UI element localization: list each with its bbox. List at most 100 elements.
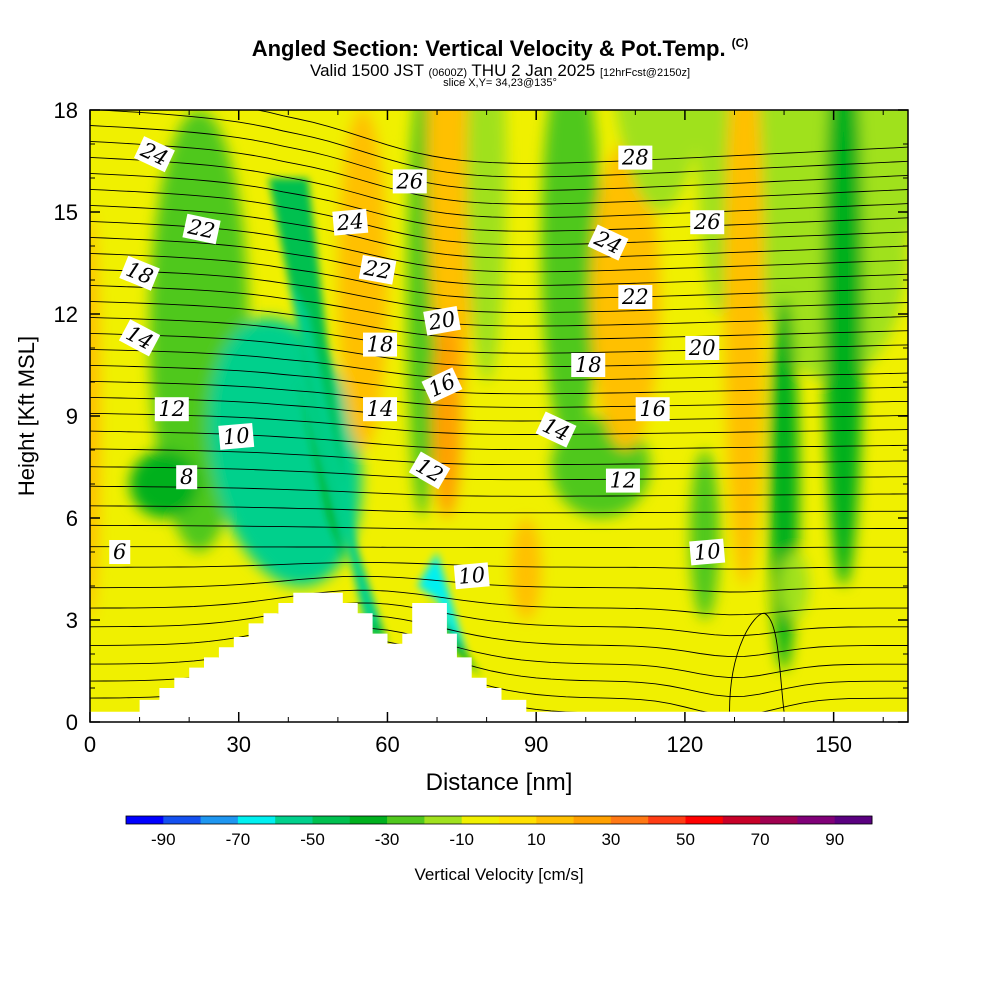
contour-label-text: 22	[185, 214, 217, 243]
contour-label-box	[176, 465, 198, 490]
isentrope-line	[90, 546, 908, 548]
velocity-cell	[823, 110, 864, 586]
contour-label: 22	[618, 285, 653, 309]
contour-label-box	[605, 468, 640, 493]
colorbar-tick-label: -50	[300, 830, 325, 849]
contour-label-box	[358, 255, 397, 285]
isentrope-line	[90, 396, 908, 422]
colorbar-swatch	[275, 816, 313, 824]
y-tick-label: 3	[66, 608, 78, 633]
x-axis-label: Distance [nm]	[426, 769, 573, 796]
isentrope-line	[90, 589, 908, 616]
colorbar-swatch	[834, 816, 873, 824]
colorbar-swatch	[126, 816, 164, 824]
isentrope-line	[90, 252, 908, 300]
terrain	[90, 592, 908, 722]
colorbar-swatch	[499, 816, 537, 824]
contour-label: 20	[685, 336, 720, 360]
contour-label-text: 26	[693, 210, 721, 234]
downdraft-core	[288, 280, 383, 627]
contour-label-box	[453, 562, 490, 590]
isentrope-line	[729, 612, 785, 712]
isentrope-line	[90, 268, 908, 313]
y-tick-label: 18	[54, 98, 78, 123]
valid-time: Valid 1500 JST (0600Z) THU 2 Jan 2025 [1…	[0, 61, 1000, 81]
contour-label-text: 20	[688, 336, 716, 360]
colorbar-swatch	[312, 816, 351, 824]
isentrope-line	[90, 505, 908, 514]
contour-label: 14	[363, 397, 398, 422]
x-tick-label: 120	[667, 732, 704, 757]
isentrope-line	[90, 204, 908, 259]
colorbar-tick-label: 90	[825, 830, 844, 849]
chart-title: Angled Section: Vertical Velocity & Pot.…	[0, 36, 1000, 62]
contour-label-text: 8	[180, 465, 193, 489]
contour-label-box	[363, 332, 398, 357]
isentrope-line	[90, 156, 908, 219]
y-tick-label: 12	[54, 302, 78, 327]
y-tick-label: 9	[66, 404, 78, 429]
isentrope-line	[90, 220, 908, 273]
contour-label-text: 18	[575, 353, 602, 377]
contour-label-box	[571, 353, 606, 377]
colorbar-swatch	[610, 816, 649, 824]
velocity-cell	[511, 518, 542, 620]
contour-label: 24	[332, 208, 369, 236]
contour-label-box	[587, 224, 629, 261]
slice-info: slice X,Y= 34,23@135°	[443, 77, 557, 89]
contour-label: 18	[363, 332, 398, 357]
contour-label-box	[109, 540, 131, 564]
isentrope-line	[90, 140, 908, 205]
isentrope-line	[255, 110, 908, 164]
isentrope-line	[90, 615, 908, 658]
colorbar-tick-label: 50	[676, 830, 695, 849]
contour-label: 22	[182, 213, 221, 245]
colorbar-tick-label: -90	[151, 830, 176, 849]
contour-label-text: 26	[395, 169, 423, 193]
contour-label-text: 12	[158, 397, 185, 421]
colorbar-swatch	[536, 816, 575, 824]
isentrope-line	[90, 485, 908, 497]
contour-label: 22	[358, 255, 397, 285]
colorbar-swatch	[349, 816, 388, 824]
contour-label: 20	[423, 306, 461, 336]
contour-label: 18	[571, 353, 606, 377]
y-tick-label: 0	[66, 710, 78, 735]
x-tick-label: 150	[815, 732, 852, 757]
contour-label-box	[423, 306, 461, 336]
isentrope-line	[90, 332, 908, 368]
contour-label-text: 6	[113, 540, 126, 564]
contour-label-box	[119, 255, 160, 291]
velocity-cell	[337, 110, 388, 450]
isentrope-line	[90, 412, 908, 435]
colorbar-swatch	[200, 816, 239, 824]
y-axis: 0 3 6 9 12 15 18	[54, 98, 908, 735]
title-main: Angled Section: Vertical Velocity & Pot.…	[251, 36, 726, 61]
contour-label-box	[218, 422, 255, 450]
forecast-info: [12hrFcst@2150z]	[599, 67, 690, 79]
contour-label: 6	[109, 540, 131, 564]
contour-label-box	[363, 397, 398, 422]
contour-label-box	[635, 397, 670, 422]
y-tick-label: 6	[66, 506, 78, 531]
contour-label-box	[618, 145, 653, 170]
x-tick-label: 60	[375, 732, 399, 757]
contour-label-box	[133, 136, 175, 173]
isentrope-line	[90, 364, 908, 395]
contour-label-text: 24	[335, 209, 365, 235]
isentrope-line	[90, 300, 908, 341]
colorbar-swatch	[424, 816, 463, 824]
contour-label-text: 10	[457, 563, 486, 589]
valid-utc: (0600Z)	[428, 67, 467, 79]
contour-label: 26	[690, 210, 725, 235]
contour-label-box	[618, 285, 653, 309]
colorbar-tick-label: 70	[751, 830, 770, 849]
contour-label-text: 20	[426, 307, 457, 335]
isentrope-line	[90, 575, 908, 593]
contour-labels: 2422181412108626242220181614121028262422…	[109, 136, 726, 590]
isentrope-line	[90, 172, 908, 232]
velocity-cell	[779, 552, 809, 620]
contour-label: 10	[689, 538, 726, 566]
contour-label-box	[332, 208, 369, 236]
colorbar-tick-label: -10	[449, 830, 474, 849]
